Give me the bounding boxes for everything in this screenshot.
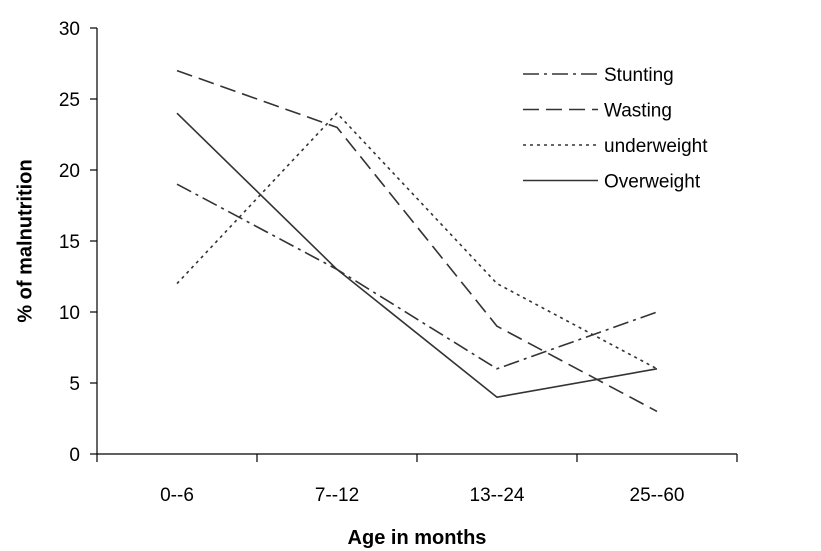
x-tick-label: 7--12 [315,485,359,506]
y-axis-ticks: 0 5 10 15 20 25 30 [59,19,97,466]
x-tick-label: 25--60 [630,485,685,506]
y-tick-label: 15 [59,232,80,253]
legend: Stunting Wasting underweight Overweight [523,65,708,193]
legend-label-wasting: Wasting [604,101,672,122]
legend-label-underweight: underweight [604,136,708,157]
legend-label-overweight: Overweight [604,172,701,193]
plot-area: 0 5 10 15 20 25 30 0--6 7--12 13--24 25--60 [59,19,738,506]
y-axis-title: % of malnutrition [14,159,36,322]
series-line-wasting [176,69,658,413]
series-lines [176,69,658,413]
y-tick-label: 10 [59,303,80,324]
y-tick-label: 20 [59,161,80,182]
x-tick-label: 0--6 [160,485,194,506]
y-tick-label: 5 [69,374,80,395]
x-axis-title: Age in months [348,527,487,549]
x-tick-label: 13--24 [470,485,525,506]
y-tick-label: 0 [69,445,80,466]
legend-label-stunting: Stunting [604,65,674,86]
series-line-overweight [176,112,658,399]
y-tick-label: 30 [59,19,80,40]
y-tick-label: 25 [59,90,80,111]
series-line-stunting [176,183,658,370]
series-line-underweight [176,112,658,370]
x-axis-ticks: 0--6 7--12 13--24 25--60 [96,454,738,506]
